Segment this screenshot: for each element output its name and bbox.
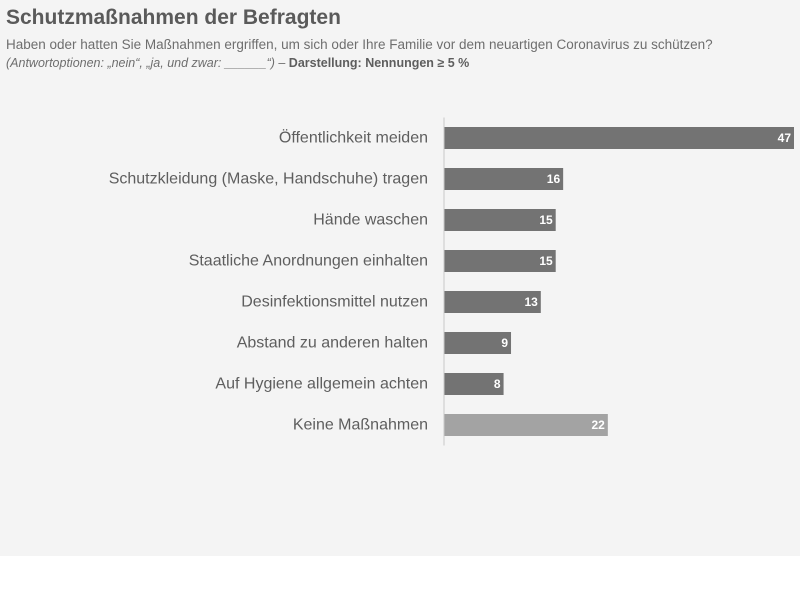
category-label: Staatliche Anordnungen einhalten [189, 253, 428, 270]
chart-panel: Schutzmaßnahmen der Befragten Haben oder… [0, 0, 800, 556]
answer-options-note: (Antwortoptionen: „nein“, „ja, und zwar:… [6, 56, 275, 70]
bar-value-label: 15 [539, 213, 553, 227]
bar [444, 168, 564, 190]
bar-value-label: 22 [591, 418, 605, 432]
display-threshold-note: Darstellung: Nennungen ≥ 5 % [288, 56, 470, 70]
bar-value-label: 15 [539, 254, 553, 268]
bar [444, 209, 556, 231]
chart-title: Schutzmaßnahmen der Befragten [6, 6, 341, 29]
bar-value-label: 9 [501, 336, 508, 350]
bar-chart: Öffentlichkeit meiden 47 Schutzkleidung (M… [109, 117, 794, 446]
bar [444, 250, 556, 272]
chart-subtitle: Haben oder hatten Sie Maßnahmen ergriffe… [6, 37, 713, 52]
category-label: Desinfektionsmittel nutzen [241, 294, 428, 311]
category-label: Schutzkleidung (Maske, Handschuhe) trage… [109, 171, 428, 188]
bar [444, 291, 541, 313]
category-label: Auf Hygiene allgemein achten [215, 376, 428, 393]
bar-value-label: 47 [778, 131, 792, 145]
bar-value-label: 13 [524, 295, 538, 309]
chart-note: (Antwortoptionen: „nein“, „ja, und zwar:… [6, 56, 469, 70]
bar-value-label: 8 [494, 377, 501, 391]
bars-group: Öffentlichkeit meiden 47 Schutzkleidung (M… [109, 127, 794, 436]
bar [444, 127, 794, 149]
category-label: Hände waschen [313, 212, 428, 229]
category-label: Keine Maßnahmen [293, 417, 428, 434]
bar [444, 332, 512, 354]
category-label: Abstand zu anderen halten [237, 335, 428, 352]
bar [444, 414, 608, 436]
category-label: Öffentlichkeit meiden [279, 129, 428, 147]
note-separator: – [274, 56, 289, 70]
bar [444, 373, 504, 395]
bar-value-label: 16 [547, 172, 561, 186]
